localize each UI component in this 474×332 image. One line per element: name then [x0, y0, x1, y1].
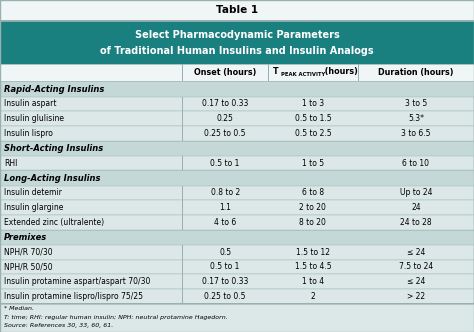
Bar — [0, 141, 474, 156]
Bar — [0, 97, 474, 111]
Bar — [0, 0, 474, 21]
Text: Insulin protamine lispro/lispro 75/25: Insulin protamine lispro/lispro 75/25 — [4, 292, 143, 301]
Text: T: time; RHI: regular human insulin; NPH: neutral protamine Hagedorn.: T: time; RHI: regular human insulin; NPH… — [4, 315, 228, 320]
Text: 0.5 to 1: 0.5 to 1 — [210, 159, 240, 168]
Text: 1 to 5: 1 to 5 — [302, 159, 324, 168]
Text: Up to 24: Up to 24 — [400, 189, 432, 198]
Text: ≤ 24: ≤ 24 — [407, 248, 425, 257]
Bar — [0, 260, 474, 274]
Text: 8 to 20: 8 to 20 — [300, 218, 326, 227]
Text: Source: References 30, 33, 60, 61.: Source: References 30, 33, 60, 61. — [4, 323, 113, 328]
Bar — [0, 230, 474, 245]
Text: 6 to 10: 6 to 10 — [402, 159, 429, 168]
Bar — [268, 64, 269, 81]
Text: Duration (hours): Duration (hours) — [378, 68, 454, 77]
Bar — [0, 215, 474, 230]
Bar — [0, 81, 474, 97]
Text: 0.17 to 0.33: 0.17 to 0.33 — [202, 277, 248, 286]
Text: PEAK ACTIVITY: PEAK ACTIVITY — [281, 72, 325, 77]
Text: 2: 2 — [310, 292, 315, 301]
Bar — [0, 186, 474, 200]
Text: 4 to 6: 4 to 6 — [214, 218, 236, 227]
Text: Select Pharmacodynamic Parameters: Select Pharmacodynamic Parameters — [135, 30, 339, 40]
Text: 2 to 20: 2 to 20 — [300, 203, 326, 212]
Bar — [0, 274, 474, 289]
Text: 0.17 to 0.33: 0.17 to 0.33 — [202, 100, 248, 109]
Text: 5.3*: 5.3* — [408, 114, 424, 123]
Text: 1 to 3: 1 to 3 — [302, 100, 324, 109]
Text: 1.1: 1.1 — [219, 203, 231, 212]
Text: 24 to 28: 24 to 28 — [400, 218, 432, 227]
Text: 1 to 4: 1 to 4 — [302, 277, 324, 286]
Text: Insulin glulisine: Insulin glulisine — [4, 114, 64, 123]
Text: 0.25 to 0.5: 0.25 to 0.5 — [204, 129, 246, 138]
Text: > 22: > 22 — [407, 292, 425, 301]
Text: Table 1: Table 1 — [216, 5, 258, 15]
Text: Onset (hours): Onset (hours) — [194, 68, 256, 77]
Text: 1.5 to 4.5: 1.5 to 4.5 — [294, 262, 331, 271]
Text: Long-Acting Insulins: Long-Acting Insulins — [4, 174, 100, 183]
Bar — [0, 289, 474, 303]
Bar — [0, 303, 474, 332]
Text: 7.5 to 24: 7.5 to 24 — [399, 262, 433, 271]
Text: 0.5: 0.5 — [219, 248, 231, 257]
Text: 3 to 6.5: 3 to 6.5 — [401, 129, 431, 138]
Text: 1.5 to 12: 1.5 to 12 — [296, 248, 330, 257]
Text: 0.5 to 1: 0.5 to 1 — [210, 262, 240, 271]
Text: 0.25: 0.25 — [217, 114, 234, 123]
Bar — [0, 111, 474, 126]
Text: 24: 24 — [411, 203, 421, 212]
Text: Insulin protamine aspart/aspart 70/30: Insulin protamine aspart/aspart 70/30 — [4, 277, 150, 286]
Text: Short-Acting Insulins: Short-Acting Insulins — [4, 144, 103, 153]
Text: Extended zinc (ultralente): Extended zinc (ultralente) — [4, 218, 104, 227]
Text: NPH/R 70/30: NPH/R 70/30 — [4, 248, 53, 257]
Bar — [0, 200, 474, 215]
Text: * Median.: * Median. — [4, 306, 34, 311]
Text: 0.8 to 2: 0.8 to 2 — [210, 189, 240, 198]
Text: Insulin aspart: Insulin aspart — [4, 100, 56, 109]
Text: ≤ 24: ≤ 24 — [407, 277, 425, 286]
Bar — [0, 21, 474, 64]
Text: RHI: RHI — [4, 159, 17, 168]
Text: Rapid-Acting Insulins: Rapid-Acting Insulins — [4, 85, 104, 94]
Bar — [0, 245, 474, 260]
Bar — [0, 302, 474, 303]
Text: T: T — [273, 67, 278, 76]
Text: Insulin glargine: Insulin glargine — [4, 203, 63, 212]
Bar — [0, 171, 474, 186]
Text: 3 to 5: 3 to 5 — [405, 100, 427, 109]
Text: Premixes: Premixes — [4, 233, 47, 242]
Bar — [0, 64, 474, 81]
Text: 0.5 to 2.5: 0.5 to 2.5 — [294, 129, 331, 138]
Text: 6 to 8: 6 to 8 — [302, 189, 324, 198]
Text: Insulin lispro: Insulin lispro — [4, 129, 53, 138]
Text: Insulin detemir: Insulin detemir — [4, 189, 62, 198]
Text: 0.5 to 1.5: 0.5 to 1.5 — [294, 114, 331, 123]
Text: of Traditional Human Insulins and Insulin Analogs: of Traditional Human Insulins and Insuli… — [100, 46, 374, 56]
Bar — [0, 156, 474, 171]
Text: 0.25 to 0.5: 0.25 to 0.5 — [204, 292, 246, 301]
Bar — [182, 64, 183, 81]
Bar — [0, 126, 474, 141]
Text: NPH/R 50/50: NPH/R 50/50 — [4, 262, 53, 271]
Text: (hours): (hours) — [322, 67, 358, 76]
Bar — [0, 20, 474, 21]
Bar — [358, 64, 359, 81]
